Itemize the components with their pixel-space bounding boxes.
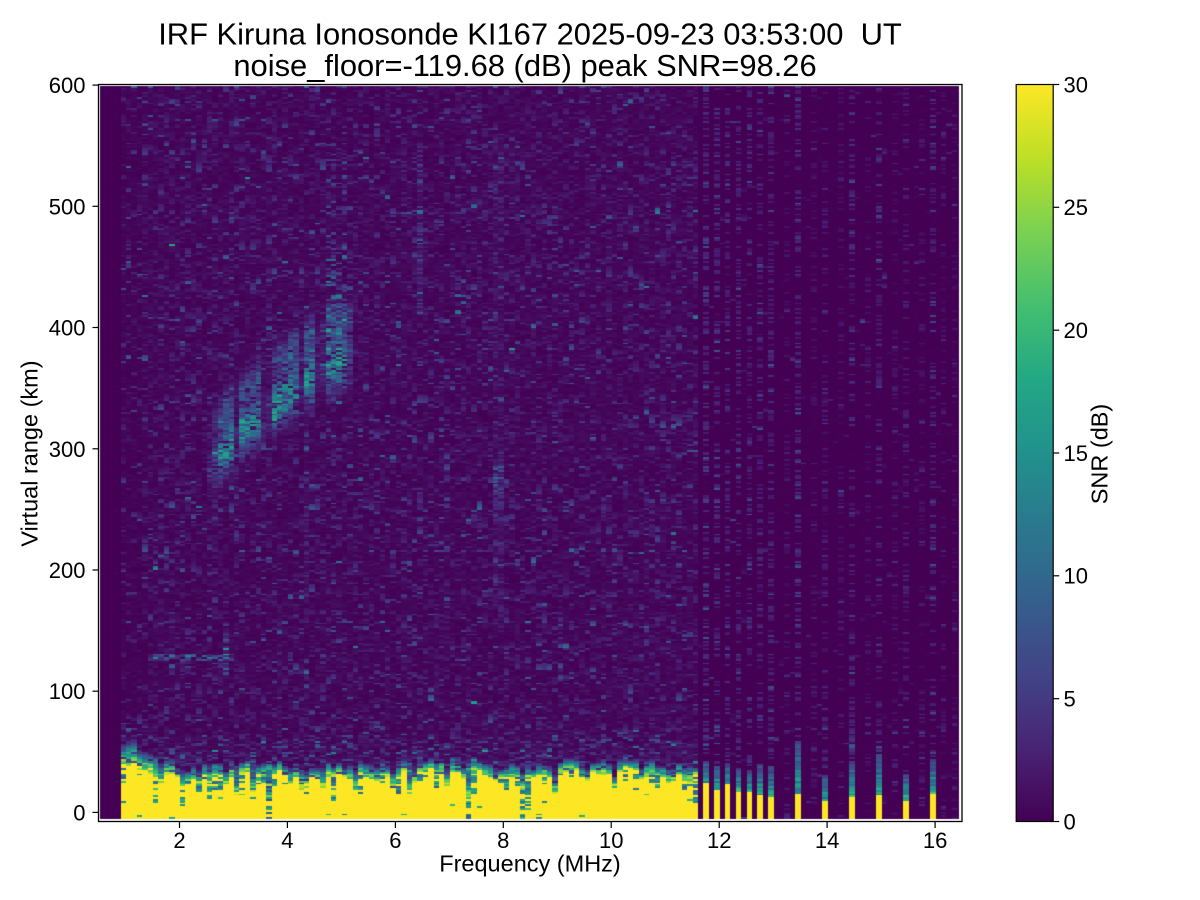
svg-text:Virtual range (km): Virtual range (km) (17, 360, 43, 546)
svg-text:14: 14 (815, 828, 839, 853)
svg-text:100: 100 (49, 679, 86, 704)
svg-text:25: 25 (1064, 195, 1088, 220)
svg-text:2: 2 (173, 828, 185, 853)
svg-text:8: 8 (497, 828, 509, 853)
svg-text:300: 300 (49, 437, 86, 462)
svg-text:5: 5 (1064, 687, 1076, 712)
svg-text:200: 200 (49, 558, 86, 583)
svg-text:noise_floor=-119.68 (dB) peak: noise_floor=-119.68 (dB) peak SNR=98.26 (233, 48, 816, 83)
svg-text:0: 0 (1064, 809, 1076, 834)
svg-text:16: 16 (923, 828, 947, 853)
svg-text:SNR (dB): SNR (dB) (1087, 404, 1113, 505)
svg-text:6: 6 (389, 828, 401, 853)
svg-text:4: 4 (281, 828, 293, 853)
svg-text:400: 400 (49, 316, 86, 341)
svg-text:10: 10 (1064, 564, 1088, 589)
svg-text:600: 600 (49, 73, 86, 98)
svg-text:Frequency (MHz): Frequency (MHz) (439, 851, 621, 877)
svg-text:15: 15 (1064, 441, 1088, 466)
svg-text:20: 20 (1064, 318, 1088, 343)
svg-text:30: 30 (1064, 72, 1088, 97)
svg-text:12: 12 (707, 828, 731, 853)
svg-text:500: 500 (49, 194, 86, 219)
svg-text:10: 10 (599, 828, 623, 853)
svg-text:IRF Kiruna Ionosonde KI167 202: IRF Kiruna Ionosonde KI167 2025-09-23 03… (158, 17, 902, 52)
svg-text:0: 0 (73, 800, 85, 825)
